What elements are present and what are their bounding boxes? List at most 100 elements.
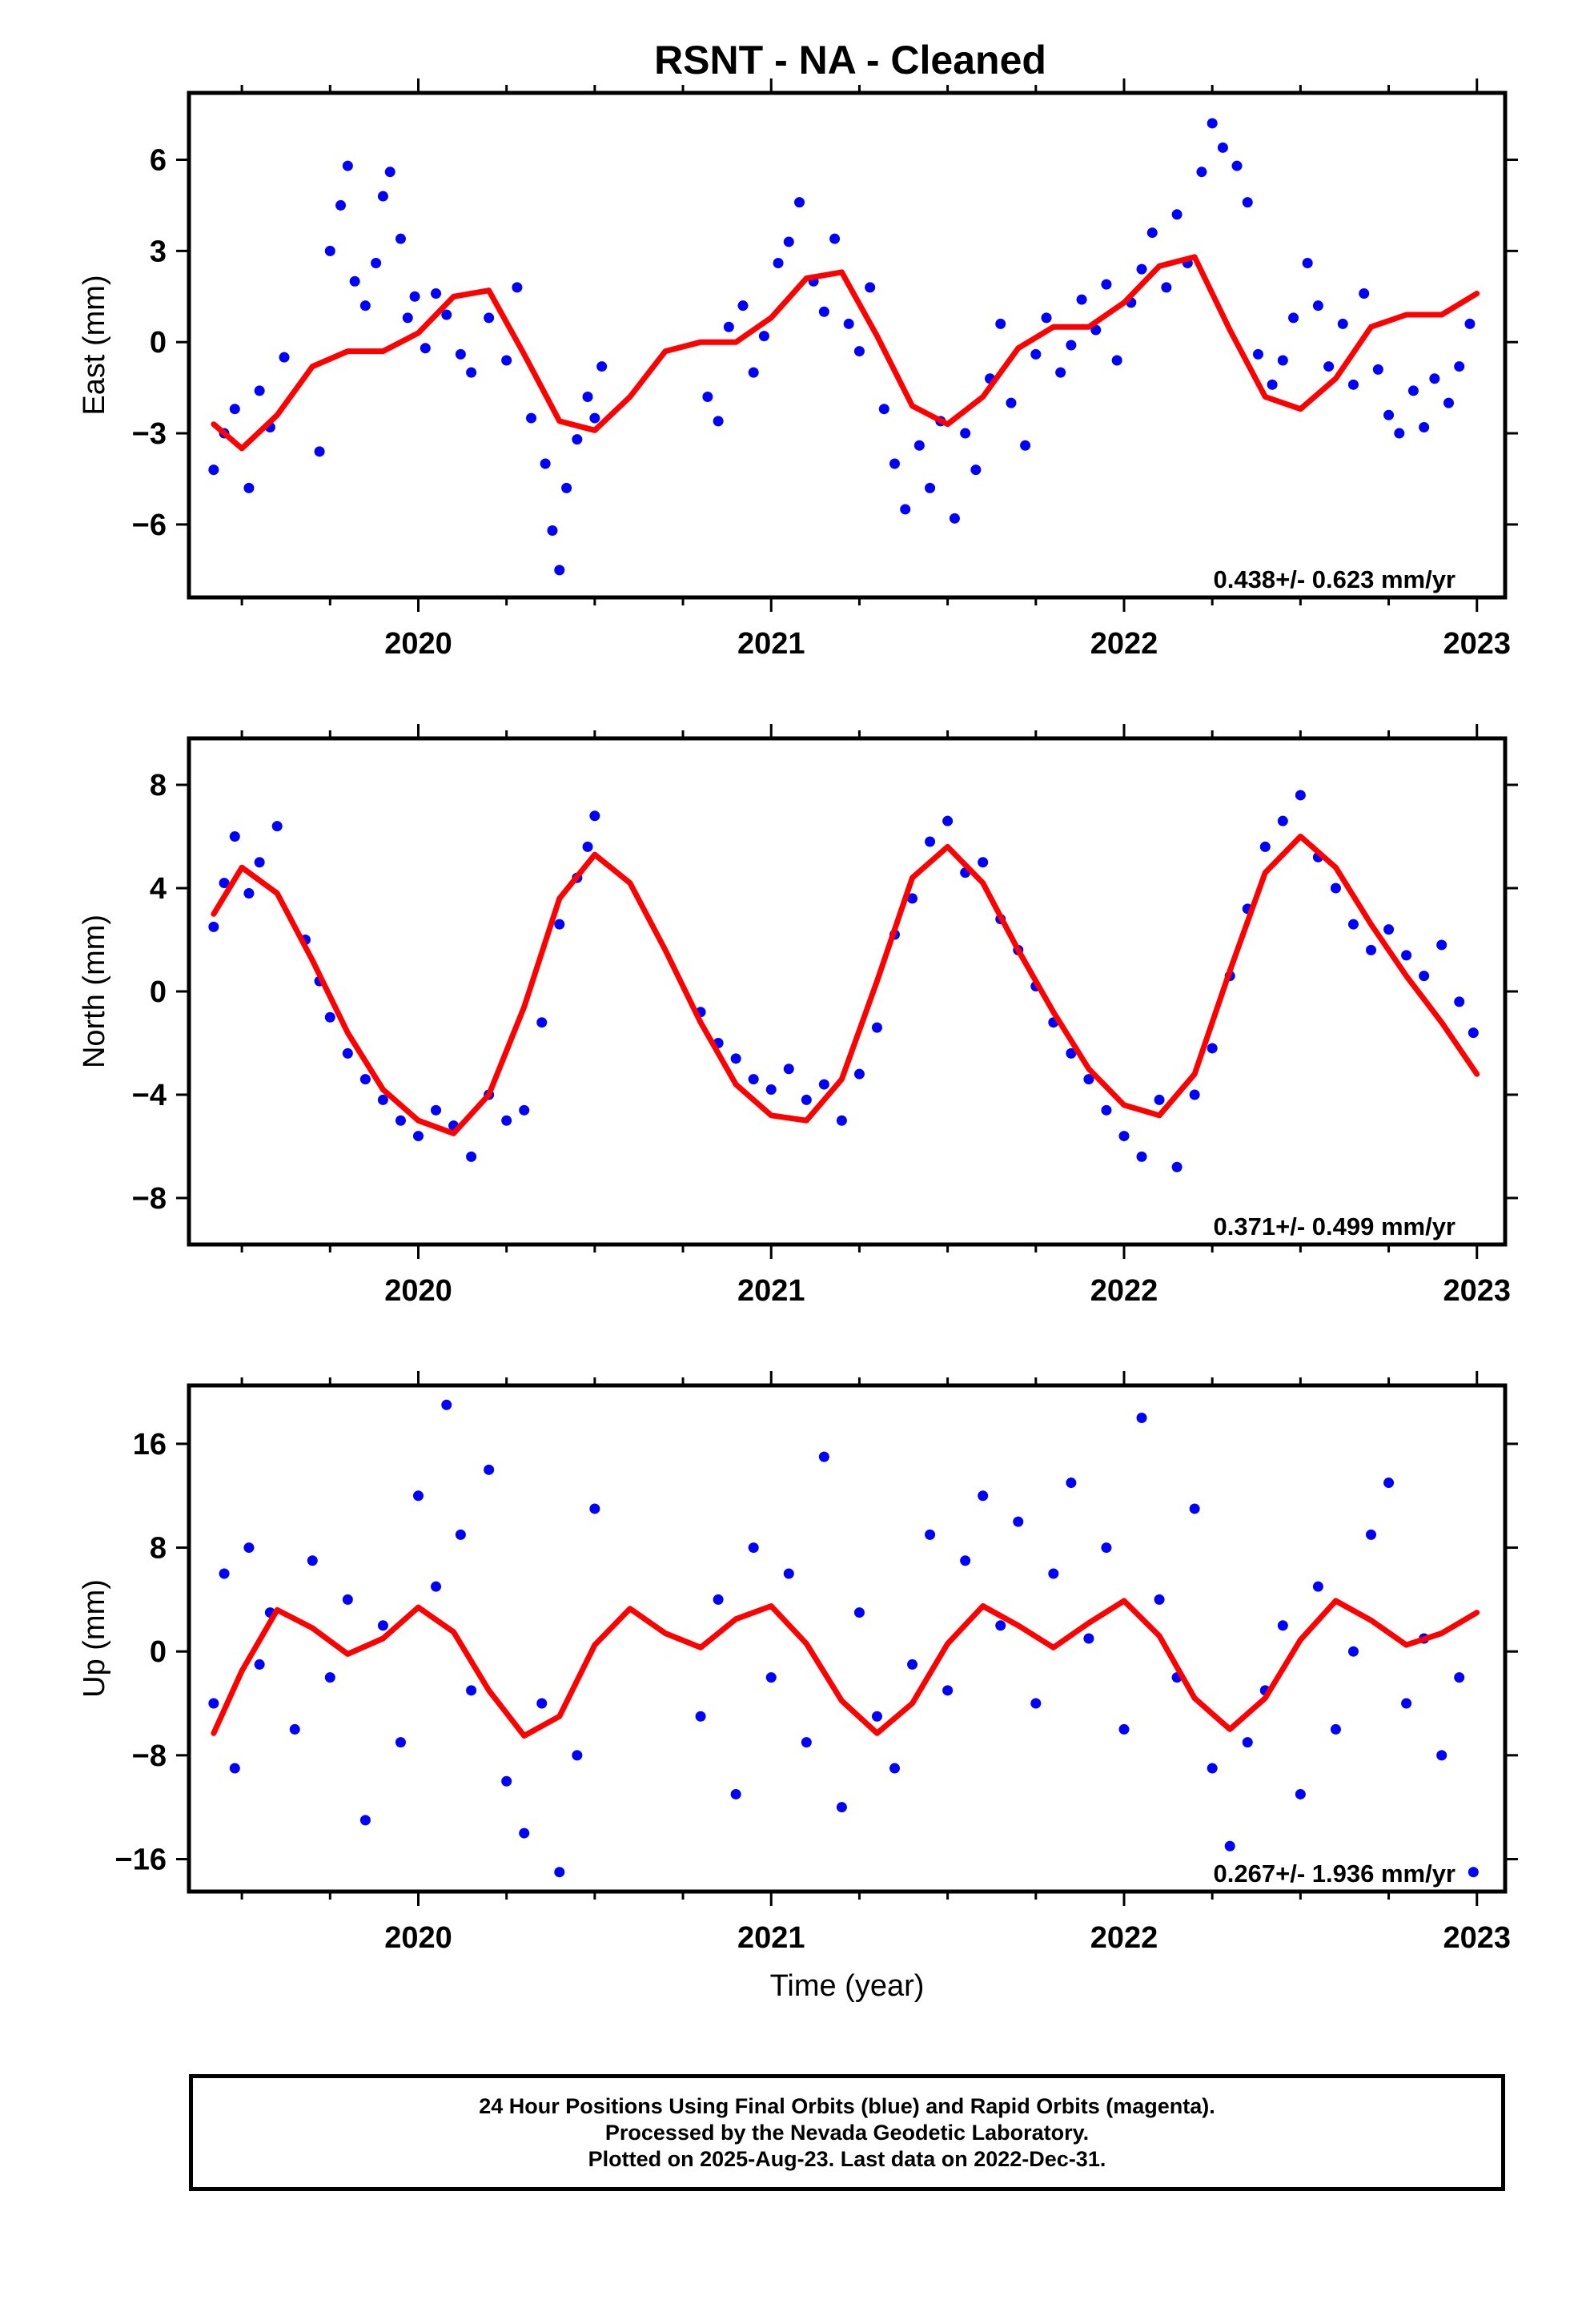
data-point (501, 1115, 512, 1126)
data-point (536, 1017, 548, 1028)
y-tick-label: 3 (150, 235, 167, 268)
data-point (441, 1399, 452, 1410)
data-point (324, 245, 335, 256)
y-tick-label: 8 (150, 1532, 167, 1566)
data-point (484, 1464, 495, 1475)
data-point (1189, 1503, 1200, 1514)
rate-label: 0.438+/- 0.623 mm/yr (1214, 565, 1456, 593)
data-point (1394, 428, 1405, 439)
data-point (1217, 142, 1228, 153)
data-point (1436, 1750, 1447, 1761)
data-point (324, 1011, 335, 1023)
data-point (1066, 1478, 1077, 1489)
data-point (853, 346, 865, 357)
data-point (1161, 282, 1172, 293)
data-point (1020, 440, 1031, 451)
data-point (377, 1094, 388, 1105)
data-point (1454, 996, 1465, 1007)
data-point (371, 258, 382, 269)
data-point (1419, 421, 1430, 432)
data-point (1242, 197, 1253, 208)
y-axis-label: North (mm) (78, 915, 111, 1068)
data-point (1372, 364, 1383, 375)
data-point (730, 1788, 741, 1799)
data-point (871, 1022, 882, 1033)
panel-up: −16 −8 0 8 16 2020 2021 2022 2023 Up (mm) Time (ye… (78, 1371, 1518, 2003)
data-point (279, 352, 290, 363)
data-point (865, 282, 876, 293)
data-point (1443, 397, 1454, 408)
data-point (409, 291, 420, 302)
data-point (1464, 318, 1476, 329)
data-point (758, 331, 769, 342)
data-point (572, 1750, 583, 1761)
data-point (1048, 1568, 1059, 1579)
fit-curve (211, 254, 1480, 452)
data-point (1083, 1074, 1094, 1085)
data-point (907, 893, 918, 904)
data-point (561, 482, 572, 493)
data-point (582, 841, 593, 852)
data-point (1090, 324, 1102, 336)
footer-line-2: Processed by the Nevada Geodetic Laborat… (604, 2120, 1090, 2145)
data-point (1171, 209, 1182, 220)
data-point (229, 404, 240, 415)
rate-label: 0.371+/- 0.499 mm/yr (1214, 1212, 1456, 1240)
data-point (1468, 1027, 1479, 1039)
data-point (978, 1490, 989, 1502)
data-point (501, 355, 512, 366)
data-point (1419, 971, 1430, 982)
data-point (412, 1490, 424, 1502)
data-point (1407, 385, 1419, 396)
data-point (1207, 118, 1218, 129)
data-point (818, 306, 829, 317)
data-point (254, 857, 265, 868)
data-point (402, 312, 413, 324)
x-tick-label: 2021 (737, 1274, 805, 1308)
data-point (723, 321, 734, 332)
data-point (801, 1094, 812, 1105)
data-point (1383, 924, 1395, 935)
data-point (1136, 263, 1147, 275)
data-point (970, 464, 982, 476)
data-point (1454, 361, 1465, 372)
data-point (793, 197, 805, 208)
data-point (1083, 1633, 1094, 1644)
y-tick-label: 0 (150, 1635, 167, 1669)
data-point (695, 1711, 706, 1722)
data-point (582, 392, 593, 403)
data-point (748, 367, 759, 378)
data-point (455, 348, 466, 360)
data-point (484, 312, 495, 324)
y-tick-label: 0 (150, 975, 167, 1009)
x-tick-label: 2023 (1443, 1274, 1511, 1308)
data-point (1136, 1413, 1147, 1424)
data-point (1359, 287, 1370, 299)
data-point (1154, 1594, 1165, 1605)
y-tick-label: 4 (150, 872, 167, 906)
y-tick-label: 6 (150, 143, 167, 177)
data-point (1101, 1542, 1112, 1554)
data-point (765, 1084, 777, 1096)
data-point (243, 482, 255, 493)
data-point (359, 1074, 371, 1085)
data-point (853, 1607, 865, 1618)
data-point (466, 1151, 477, 1162)
panel-north: −8 −4 0 4 8 2020 2021 2022 2023 North (mm) 0.371+/… (78, 724, 1518, 1308)
data-point (342, 1594, 353, 1605)
data-point (395, 1737, 406, 1748)
x-tick-label: 2023 (1443, 1921, 1511, 1955)
data-point (783, 236, 794, 247)
data-point (431, 1104, 442, 1116)
data-point (1066, 340, 1077, 351)
data-point (208, 464, 219, 476)
data-point (1101, 279, 1112, 290)
data-point (1146, 227, 1158, 239)
data-point (871, 1711, 882, 1722)
data-point (818, 1079, 829, 1090)
data-point (1030, 348, 1042, 360)
data-point (818, 1451, 829, 1462)
data-point (324, 1672, 335, 1683)
data-point (335, 199, 347, 211)
data-point (1383, 409, 1395, 420)
